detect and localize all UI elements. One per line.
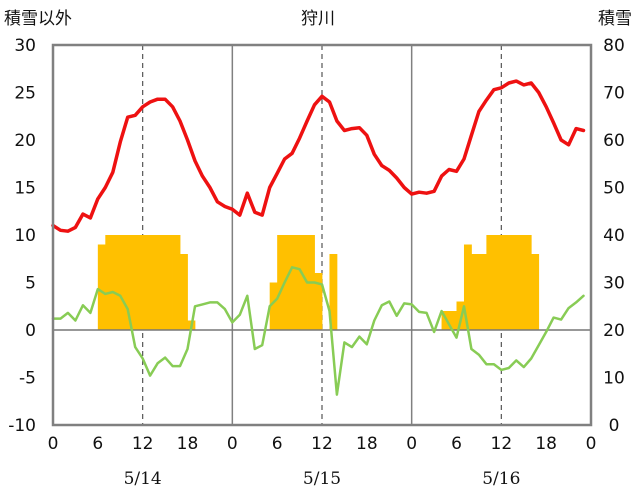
- snow-bar: [172, 235, 181, 330]
- snow-bar: [150, 235, 159, 330]
- x-hour-tick-label: 12: [132, 434, 154, 454]
- snow-bar: [180, 254, 188, 330]
- chart-title: 狩川: [301, 9, 335, 29]
- grid: [142, 45, 502, 425]
- snow-bar: [284, 235, 293, 330]
- left-y-tick-label: -10: [8, 416, 36, 436]
- snow-bar: [508, 235, 517, 330]
- snow-bar: [157, 235, 166, 330]
- snow-bar: [478, 254, 487, 330]
- left-y-tick-label: 5: [25, 274, 36, 294]
- right-y-tick-label: 60: [603, 131, 625, 151]
- snow-bar: [516, 235, 525, 330]
- plot-border: [51, 43, 593, 427]
- snow-bar: [463, 244, 472, 330]
- green-series-line: [51, 266, 585, 396]
- right-y-ticks: 80 70 60 50 40 30 20 10 0: [603, 36, 625, 436]
- x-hour-tick-label: 6: [92, 434, 103, 454]
- snow-bar: [523, 235, 532, 330]
- series-lines: [51, 79, 586, 396]
- snow-bar: [471, 254, 480, 330]
- x-hour-tick-label: 0: [406, 434, 417, 454]
- snow-bar: [120, 235, 129, 330]
- right-y-tick-label: 20: [603, 321, 625, 341]
- snow-bar: [277, 235, 286, 330]
- left-y-tick-label: 25: [14, 84, 36, 104]
- snow-bar: [292, 235, 300, 330]
- right-axis-label: 積雪: [598, 9, 632, 29]
- date-labels: 5/14 5/15 5/16: [124, 469, 521, 489]
- left-y-tick-label: 10: [14, 226, 36, 246]
- snow-bar: [314, 273, 323, 330]
- snow-bar: [142, 235, 151, 330]
- x-hour-tick-label: 12: [491, 434, 513, 454]
- red-series-line: [51, 79, 586, 233]
- left-y-tick-label: -5: [19, 369, 36, 389]
- x-hour-tick-label: 6: [451, 434, 462, 454]
- right-y-tick-label: 30: [603, 274, 625, 294]
- snow-bar: [269, 282, 278, 330]
- left-y-tick-label: 20: [14, 131, 36, 151]
- left-axis-label: 積雪以外: [4, 9, 72, 29]
- snow-bar: [501, 235, 510, 330]
- snow-bar: [97, 244, 106, 330]
- date-label: 5/15: [303, 469, 341, 489]
- snow-bar: [486, 235, 495, 330]
- x-hour-tick-label: 18: [356, 434, 378, 454]
- snow-bar: [135, 235, 144, 330]
- right-y-tick-label: 70: [603, 84, 625, 104]
- snow-bar: [493, 235, 502, 330]
- x-hour-tick-label: 6: [272, 434, 283, 454]
- x-hour-tick-label: 0: [227, 434, 238, 454]
- plot-frame: [51, 43, 593, 427]
- snow-bar: [531, 254, 540, 330]
- date-label: 5/14: [124, 469, 162, 489]
- right-y-tick-label: 80: [603, 36, 625, 56]
- left-y-tick-label: 0: [25, 321, 36, 341]
- snow-bar: [299, 235, 308, 330]
- snow-bar: [112, 235, 121, 330]
- date-label: 5/16: [482, 469, 520, 489]
- right-y-tick-label: 10: [603, 369, 625, 389]
- x-hour-ticks: 0 6 12 18 0 6 12 18 0 6 12 18 0: [48, 434, 597, 454]
- snow-bar: [165, 235, 173, 330]
- x-hour-tick-label: 18: [535, 434, 557, 454]
- snow-bar: [456, 301, 465, 330]
- left-y-ticks: 30 25 20 15 10 5 0 -5 -10: [8, 36, 36, 436]
- x-hour-tick-label: 0: [48, 434, 59, 454]
- x-hour-tick-label: 12: [311, 434, 333, 454]
- snow-bar: [127, 235, 136, 330]
- snow-bar: [329, 254, 338, 330]
- left-y-tick-label: 15: [14, 179, 36, 199]
- right-y-tick-label: 40: [603, 226, 625, 246]
- snow-bar: [105, 235, 114, 330]
- snow-bar: [449, 311, 457, 330]
- x-hour-tick-label: 18: [177, 434, 199, 454]
- right-y-tick-label: 0: [609, 416, 620, 436]
- x-hour-tick-label: 0: [586, 434, 597, 454]
- left-y-tick-label: 30: [14, 36, 36, 56]
- right-y-tick-label: 50: [603, 179, 625, 199]
